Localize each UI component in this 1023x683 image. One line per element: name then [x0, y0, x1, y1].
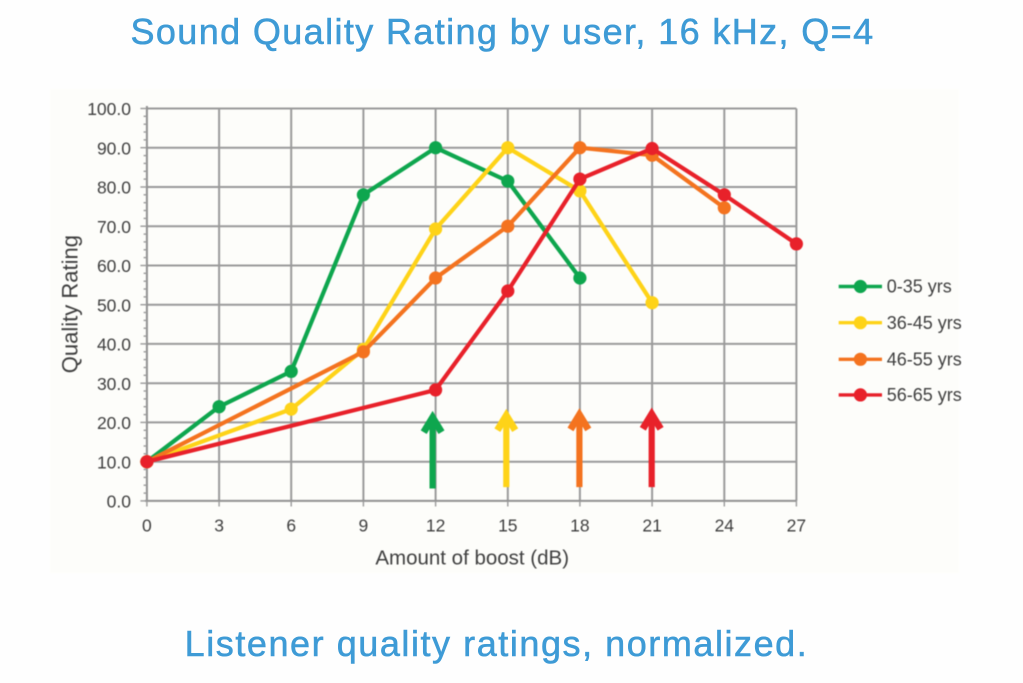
svg-text:18: 18	[570, 516, 589, 536]
svg-text:0: 0	[142, 516, 152, 536]
svg-text:90.0: 90.0	[97, 138, 131, 158]
svg-text:100.0: 100.0	[87, 99, 131, 119]
svg-text:60.0: 60.0	[97, 256, 131, 276]
svg-text:21: 21	[642, 516, 661, 536]
svg-text:3: 3	[214, 516, 224, 536]
svg-text:9: 9	[359, 516, 369, 536]
svg-text:56-65 yrs: 56-65 yrs	[887, 385, 962, 405]
svg-text:24: 24	[715, 516, 735, 536]
svg-text:27: 27	[787, 516, 806, 536]
svg-text:70.0: 70.0	[97, 217, 131, 237]
svg-text:0-35 yrs: 0-35 yrs	[887, 277, 952, 297]
svg-text:0.0: 0.0	[107, 492, 132, 512]
svg-text:30.0: 30.0	[97, 374, 131, 394]
svg-text:15: 15	[498, 516, 517, 536]
svg-text:Quality Rating: Quality Rating	[58, 235, 83, 373]
svg-text:80.0: 80.0	[97, 178, 131, 198]
svg-text:46-55 yrs: 46-55 yrs	[887, 350, 962, 370]
svg-text:12: 12	[426, 516, 445, 536]
svg-text:10.0: 10.0	[97, 452, 131, 472]
svg-text:36-45 yrs: 36-45 yrs	[887, 313, 962, 333]
svg-text:40.0: 40.0	[97, 335, 131, 355]
svg-text:Amount of boost (dB): Amount of boost (dB)	[375, 546, 569, 569]
svg-text:20.0: 20.0	[97, 413, 131, 433]
svg-text:6: 6	[286, 516, 296, 536]
svg-text:50.0: 50.0	[97, 295, 131, 315]
